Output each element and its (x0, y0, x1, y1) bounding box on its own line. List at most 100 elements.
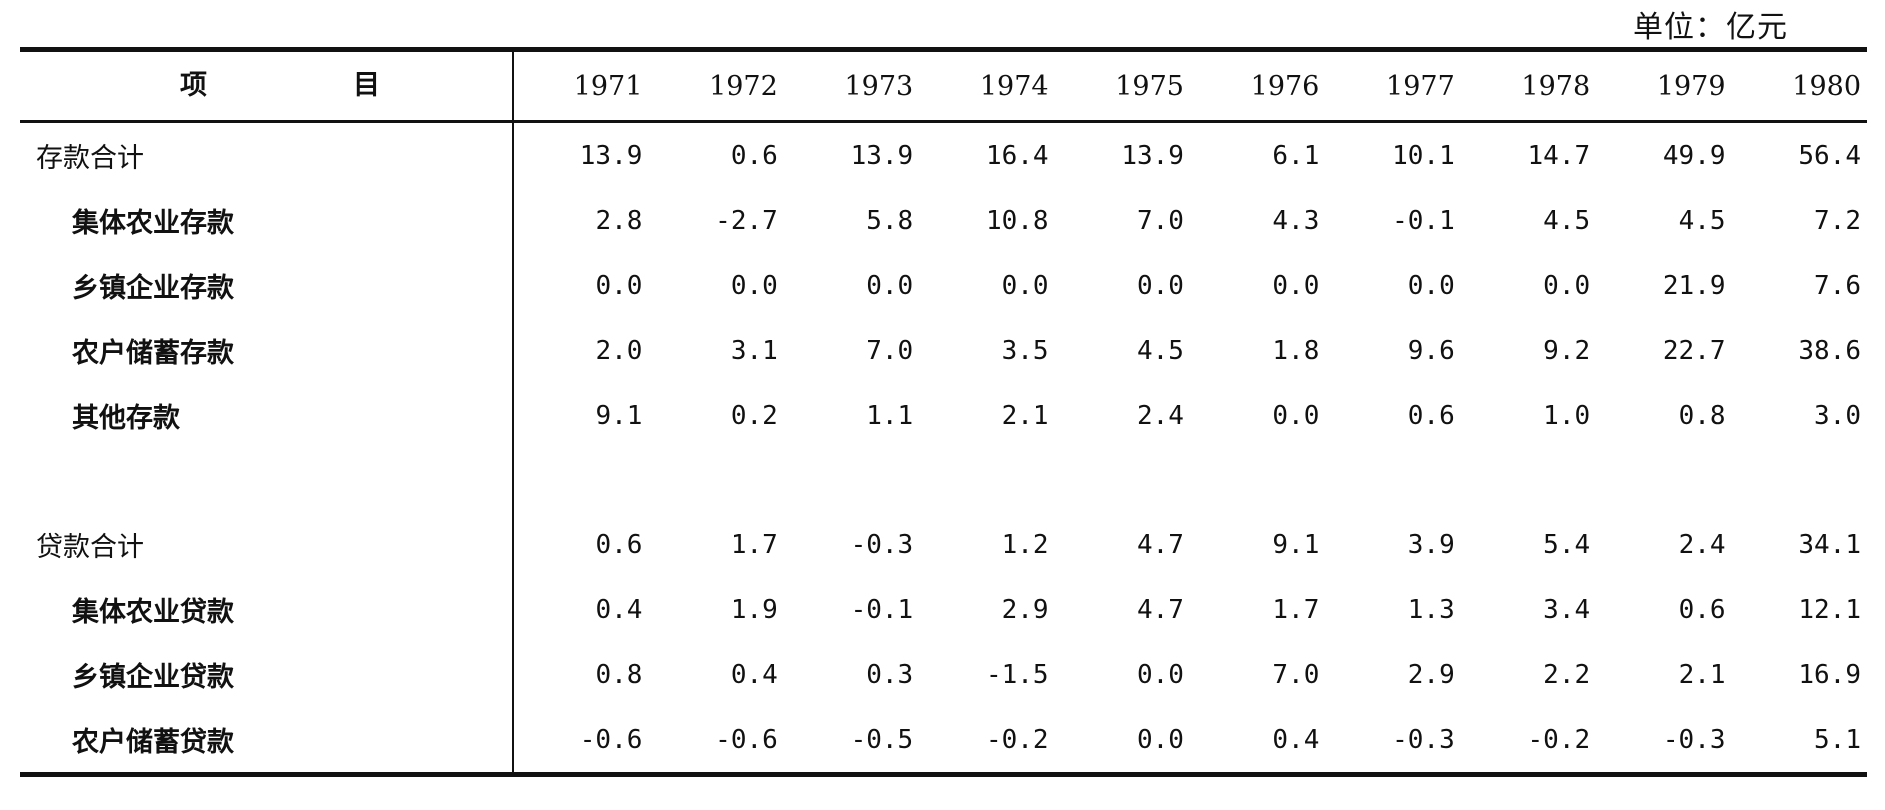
table-cell: 5.4 (1543, 529, 1591, 560)
item-header-right: 目 (353, 70, 380, 101)
table-cell: 0.8 (595, 659, 643, 690)
table-cell: -0.1 (850, 594, 914, 625)
year-header: 1971 (513, 49, 649, 123)
table-cell: 38.6 (1798, 335, 1861, 366)
table-cell: 2.4 (1137, 400, 1184, 431)
table-cell: 2.2 (1543, 659, 1591, 690)
table-cell: -0.3 (850, 529, 914, 560)
row-label: 农户储蓄贷款 (20, 707, 515, 775)
table-row: 农户储蓄存款 2.0 3.1 7.0 3.5 4.5 1.8 9.6 9.2 22.7 38.6 (20, 318, 1867, 383)
table-cell: 10.1 (1392, 140, 1455, 171)
year-header: 1972 (648, 49, 784, 123)
table-cell: -0.6 (715, 724, 778, 755)
table-cell: 13.9 (1121, 140, 1184, 171)
table-cell: -0.6 (579, 724, 643, 755)
table-cell: 9.1 (595, 400, 643, 431)
table-cell: 2.0 (595, 335, 643, 366)
table-cell: 16.4 (985, 140, 1049, 171)
table-cell: 7.6 (1814, 270, 1861, 301)
table-cell: 1.1 (866, 400, 914, 431)
table-cell: 0.6 (730, 140, 778, 171)
year-header: 1976 (1189, 49, 1326, 123)
unit-label: 单位：亿元 (1633, 10, 1788, 45)
row-label: 其他存款 (20, 383, 515, 448)
row-label: 农户储蓄存款 (20, 318, 515, 383)
table-cell: 7.0 (866, 335, 914, 366)
table-cell: 0.0 (1272, 270, 1320, 301)
table-body: 存款合计 13.9 0.6 13.9 16.4 13.9 6.1 10.1 14.7 49.9 56… (20, 121, 1867, 775)
table-cell: 1.0 (1543, 400, 1591, 431)
table-cell: 7.0 (1272, 659, 1320, 690)
table-cell: 12.1 (1798, 594, 1861, 625)
table-cell: 0.2 (730, 400, 778, 431)
table-cell: 9.6 (1407, 335, 1455, 366)
table-cell: 2.4 (1678, 529, 1726, 560)
table-cell: 13.9 (850, 140, 914, 171)
table-cell: 6.1 (1272, 140, 1320, 171)
year-header: 1973 (783, 49, 920, 123)
item-header-left: 项 (180, 70, 207, 101)
table-cell: 22.7 (1662, 335, 1726, 366)
table-cell: 10.8 (985, 205, 1049, 236)
table-cell: 1.3 (1407, 594, 1455, 625)
table-cell: 4.5 (1678, 205, 1726, 236)
table-cell: 0.0 (866, 270, 914, 301)
table-cell: 5.8 (866, 205, 914, 236)
table-row: 乡镇企业存款 0.0 0.0 0.0 0.0 0.0 0.0 0.0 0.0 21.9 7.6 (20, 253, 1867, 318)
table-row: 贷款合计 0.6 1.7 -0.3 1.2 4.7 9.1 3.9 5.4 2.4 34.1 (20, 512, 1867, 577)
table-cell: 9.1 (1272, 529, 1320, 560)
table-cell: 0.0 (1407, 270, 1455, 301)
table-row: 集体农业存款 2.8 -2.7 5.8 10.8 7.0 4.3 -0.1 4.5 4.5 7.2 (20, 188, 1867, 253)
table-cell: -1.5 (985, 659, 1049, 690)
header-row: 项 目 1971 1972 1973 1974 1975 1976 1977 1978 1979… (20, 49, 1867, 123)
year-header: 1979 (1596, 49, 1732, 123)
table-row: 集体农业贷款 0.4 1.9 -0.1 2.9 4.7 1.7 1.3 3.4 0.6 12.1 (20, 577, 1867, 642)
row-label: 集体农业贷款 (20, 577, 515, 642)
row-label: 集体农业存款 (20, 188, 515, 253)
table-cell: 1.7 (730, 529, 778, 560)
table-cell: 0.4 (730, 659, 778, 690)
table-cell: 0.8 (1678, 400, 1726, 431)
table-cell: 1.8 (1272, 335, 1320, 366)
table-cell: 3.4 (1543, 594, 1591, 625)
data-table: 项 目 1971 1972 1973 1974 1975 1976 1977 1978 1979… (20, 47, 1867, 777)
table-cell: 2.1 (1678, 659, 1726, 690)
table-cell: 3.5 (1001, 335, 1049, 366)
table-cell: 0.0 (1137, 724, 1184, 755)
table-cell: -0.3 (1392, 724, 1455, 755)
table-cell: 4.7 (1137, 529, 1184, 560)
table-cell: 21.9 (1662, 270, 1726, 301)
table-row: 农户储蓄贷款 -0.6 -0.6 -0.5 -0.2 0.0 0.4 -0.3 -0.2 -0.3… (20, 707, 1867, 775)
table-cell: 2.9 (1001, 594, 1049, 625)
table-cell: 2.1 (1001, 400, 1049, 431)
year-header: 1974 (919, 49, 1055, 123)
table-cell: 1.7 (1272, 594, 1320, 625)
table-cell: 0.4 (1272, 724, 1320, 755)
table-cell: -0.2 (1527, 724, 1591, 755)
table-cell: -0.1 (1392, 205, 1455, 236)
item-column-header: 项 目 (20, 49, 515, 123)
table-cell: 9.2 (1543, 335, 1591, 366)
year-header: 1980 (1731, 49, 1867, 123)
table-cell: 56.4 (1798, 140, 1861, 171)
table-cell: 0.0 (595, 270, 643, 301)
table-cell: 0.6 (1678, 594, 1726, 625)
row-label: 存款合计 (20, 121, 515, 188)
table-cell: 49.9 (1662, 140, 1726, 171)
year-header: 1978 (1460, 49, 1597, 123)
table-row: 乡镇企业贷款 0.8 0.4 0.3 -1.5 0.0 7.0 2.9 2.2 2.1 16.9 (20, 642, 1867, 707)
year-header: 1975 (1054, 49, 1190, 123)
table-cell: 14.7 (1527, 140, 1591, 171)
spacer-row (20, 448, 1867, 512)
table-row: 其他存款 9.1 0.2 1.1 2.1 2.4 0.0 0.6 1.0 0.8 3.0 (20, 383, 1867, 448)
table-cell: 4.3 (1272, 205, 1320, 236)
table-cell: 34.1 (1798, 529, 1861, 560)
table-cell: 0.6 (595, 529, 643, 560)
table-cell: 0.0 (1137, 270, 1184, 301)
table-cell: 4.7 (1137, 594, 1184, 625)
table-cell: 0.0 (1272, 400, 1320, 431)
row-label: 乡镇企业贷款 (20, 642, 515, 707)
table-cell: 1.2 (1001, 529, 1049, 560)
table-cell: 0.6 (1407, 400, 1455, 431)
table-cell: 16.9 (1798, 659, 1861, 690)
